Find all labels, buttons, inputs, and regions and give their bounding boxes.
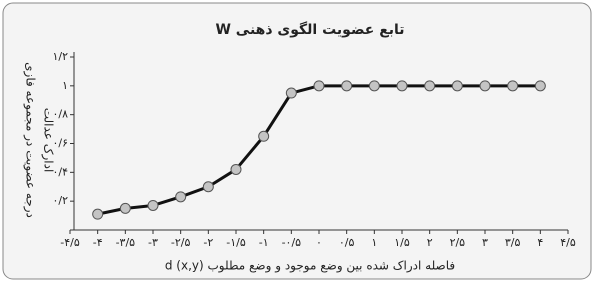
point: [93, 209, 103, 219]
x-tick-label: ۰/۵: [339, 236, 355, 249]
x-tick-label: -۱: [259, 236, 269, 249]
x-tick-label: ۲: [427, 236, 433, 249]
point: [535, 81, 545, 91]
x-tick-label: ۴/۵: [560, 236, 576, 249]
point: [148, 200, 158, 210]
y-tick-label: ۰/۶: [52, 137, 68, 150]
point: [425, 81, 435, 91]
point: [452, 81, 462, 91]
x-tick-label: ۲/۵: [450, 236, 466, 249]
chart: تابع عضویت الگوی ذهنی W درجه عضویت در مج…: [0, 0, 594, 282]
y-tick-label: ۰/۸: [52, 108, 68, 121]
x-tick-label: ۴: [537, 236, 543, 249]
point: [231, 164, 241, 174]
point: [120, 203, 130, 213]
x-tick-label: ۱/۵: [394, 236, 410, 249]
point: [480, 81, 490, 91]
point: [342, 81, 352, 91]
point: [259, 131, 269, 141]
x-tick-label: -۳: [148, 236, 158, 249]
y-tick-label: ۰/۴: [52, 165, 68, 178]
point: [203, 182, 213, 192]
point: [369, 81, 379, 91]
point: [397, 81, 407, 91]
y-tick-label: ۱: [62, 79, 68, 92]
y-tick-label: ۰/۲: [52, 194, 68, 207]
x-tick-label: -۱/۵: [226, 236, 246, 249]
y-axis-label: درجه عضویت در مجموعه فازی: [23, 62, 38, 218]
x-tick-label: ۳/۵: [505, 236, 521, 249]
x-tick-label: -۲: [203, 236, 213, 249]
point: [508, 81, 518, 91]
x-tick-label: -۴/۵: [60, 236, 80, 249]
x-tick-label: -۲/۵: [171, 236, 191, 249]
point: [286, 88, 296, 98]
point: [176, 192, 186, 202]
x-axis-label: فاصله ادراک شده بین وضع موجود و وضع مطلو…: [165, 259, 455, 274]
x-tick-label: -۰/۵: [282, 236, 302, 249]
x-tick-label: -۴: [93, 236, 103, 249]
y-tick-label: ۱/۲: [52, 50, 68, 63]
x-tick-label: ۳: [482, 236, 488, 249]
x-tick-label: ۰: [316, 236, 322, 249]
point: [314, 81, 324, 91]
x-tick-label: -۳/۵: [116, 236, 136, 249]
x-tick-label: ۱: [371, 236, 377, 249]
chart-title: تابع عضویت الگوی ذهنی W: [215, 21, 404, 38]
